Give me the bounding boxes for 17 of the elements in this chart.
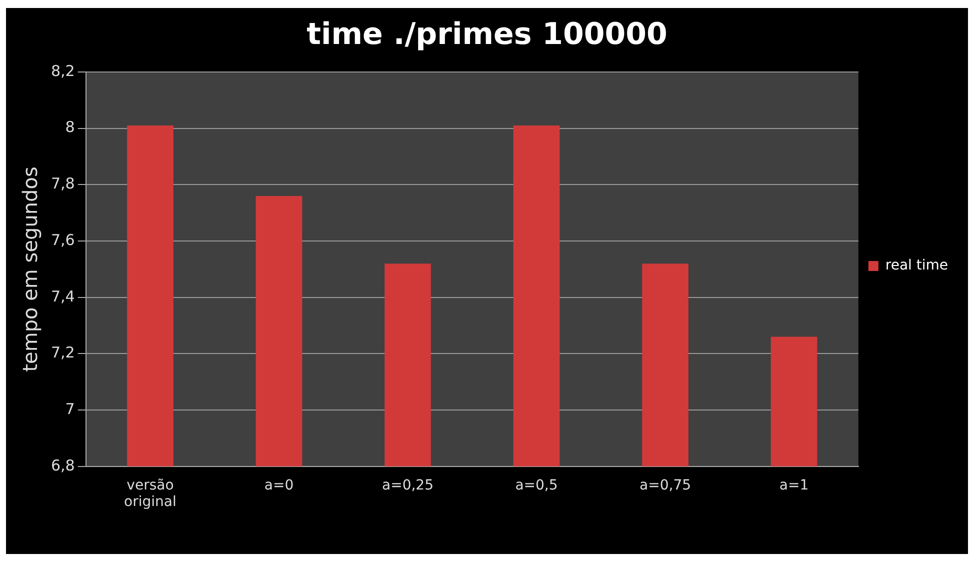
x-tick-label: a=0 bbox=[264, 477, 294, 494]
y-tick-label: 7,8 bbox=[50, 174, 75, 193]
y-tick-label: 7,6 bbox=[50, 230, 75, 249]
y-tick-label: 7,2 bbox=[50, 344, 75, 362]
y-tick-label: 8,2 bbox=[50, 62, 75, 80]
x-tick-label: versão original bbox=[124, 477, 176, 510]
chart-title: time ./primes 100000 bbox=[306, 16, 668, 52]
y-tick-label: 6,8 bbox=[50, 456, 75, 474]
x-tick-label: a=1 bbox=[779, 477, 809, 494]
x-tick-label: a=0,5 bbox=[515, 477, 558, 494]
y-tick-label: 7,4 bbox=[50, 287, 75, 306]
y-tick-label: 7 bbox=[65, 400, 75, 418]
x-tick-label: a=0,25 bbox=[382, 477, 434, 494]
legend-label: real time bbox=[885, 258, 948, 274]
y-tick-label: 8 bbox=[65, 118, 75, 136]
x-tick-label: a=0,75 bbox=[640, 477, 691, 494]
y-axis-title: tempo em segundos bbox=[18, 166, 42, 372]
